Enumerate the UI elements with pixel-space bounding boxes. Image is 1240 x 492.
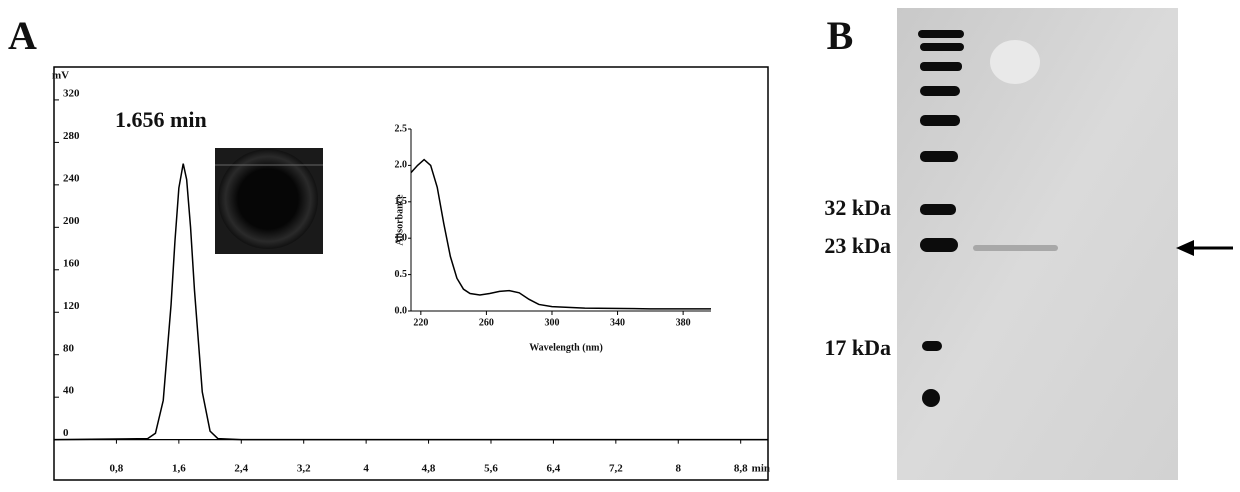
x-tick-label: 4,8 [422,463,436,475]
x-tick-label: 6,4 [547,463,561,475]
y-tick-label: 0.5 [395,269,408,280]
x-tick-label: 5,6 [484,463,498,475]
ladder-band [920,62,962,71]
y-tick-label: 1.5 [395,196,408,207]
x-tick-label: 8 [676,463,682,475]
y-tick-label: 2.0 [395,160,408,171]
ladder-band [920,43,964,51]
y-tick-label: 120 [63,300,80,312]
panel-label: B [827,13,854,58]
x-tick-label: 0,8 [110,463,124,475]
y-tick-label: 240 [63,172,80,184]
x-tick-label: 300 [544,317,559,328]
ladder [918,30,964,407]
y-axis-label: mV [52,70,69,82]
x-tick-label: 2,4 [234,463,248,475]
ladder-band [922,389,940,407]
x-tick-label: 220 [413,317,428,328]
ladder-band [920,151,958,162]
ladder-band [918,30,964,38]
ladder-band [920,86,960,96]
inset-well [218,149,318,249]
ladder-band [922,341,942,351]
y-tick-label: 320 [63,87,80,99]
marker-label: 23 kDa [824,233,891,258]
peak-annotation: 1.656 min [115,107,207,132]
x-tick-label: 8,8 [734,463,748,475]
ladder-band [920,238,958,252]
x-tick-label: 1,6 [172,463,186,475]
data-line [410,158,711,310]
x-tick-label: 7,2 [609,463,623,475]
y-tick-label: 200 [63,215,80,227]
x-tick-label: 4 [363,463,369,475]
y-tick-label: 1.0 [395,232,408,243]
ladder-band [920,115,960,126]
x-tick-label: 3,2 [297,463,311,475]
ladder-band [920,204,956,215]
y-tick-label: 280 [63,130,80,142]
sample-band [973,245,1058,251]
marker-label: 32 kDa [824,195,891,220]
panel-label: A [8,13,37,58]
y-tick-label: 40 [63,385,75,397]
inset-x-label: Wavelength (nm) [529,342,603,353]
x-tick-label: 260 [479,317,494,328]
x-tick-label: 380 [676,317,691,328]
y-tick-label: 80 [63,342,75,354]
y-tick-label: 0 [63,427,69,439]
x-tick-label: 340 [610,317,625,328]
inset-y-label: Absorbance [394,194,405,246]
data-line [53,163,768,441]
plot-frame [53,66,769,481]
marker-label: 17 kDa [824,335,891,360]
y-tick-label: 160 [63,257,80,269]
x-axis-label: min [752,463,770,475]
gel-spot [990,40,1040,84]
y-tick-label: 0.0 [395,305,408,316]
arrow-head [1176,240,1194,256]
y-tick-label: 2.5 [395,123,408,134]
